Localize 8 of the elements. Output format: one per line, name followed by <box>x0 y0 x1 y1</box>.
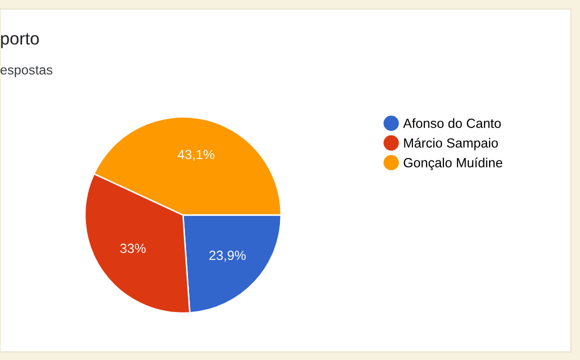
data-label: 43,1% <box>178 150 214 161</box>
chart-title: porto <box>1 33 39 48</box>
data-label: 33% <box>120 244 146 254</box>
data-label: 23,9% <box>209 250 246 262</box>
legend-label: Gonçalo Muídine <box>404 158 502 170</box>
legend-label: Márcio Sampaio <box>404 138 498 150</box>
chart-subtitle: espostas <box>0 66 52 78</box>
legend-label: Afonso do Canto <box>403 118 501 128</box>
